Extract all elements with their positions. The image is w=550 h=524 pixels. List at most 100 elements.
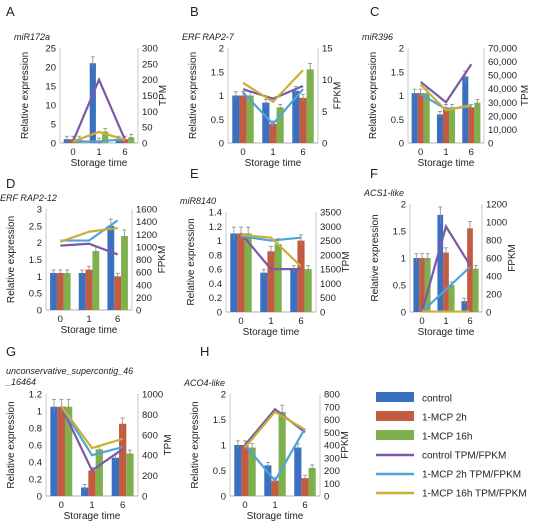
x-tick-label: 0 <box>240 147 245 158</box>
y2-tick-label: 300 <box>142 44 158 55</box>
y2-tick-label: 5 <box>322 107 327 118</box>
y2-tick-label: 400 <box>486 272 502 283</box>
panel-letter: F <box>370 166 378 181</box>
y2-tick-label: 200 <box>142 471 158 482</box>
x-axis-title: Storage time <box>64 511 121 522</box>
x-axis-title: Storage time <box>243 327 300 338</box>
legend-label: 1-MCP 16h <box>422 432 472 443</box>
gene-title: miR172a <box>14 32 50 42</box>
line-control_line <box>71 76 127 142</box>
y2-tick-label: 1500 <box>320 265 341 276</box>
bar-control-6 <box>461 301 468 312</box>
y-tick-label: 0 <box>51 139 56 150</box>
bar-mcp2-6 <box>299 97 307 143</box>
y2-tick-label: 300 <box>324 453 340 464</box>
bar-mcp2-6 <box>468 107 475 143</box>
bar-mcp16-0 <box>64 406 73 496</box>
x-tick-label: 6 <box>467 316 472 327</box>
y-tick-label: 25 <box>45 44 56 55</box>
y-tick-label: 1.2 <box>209 222 222 233</box>
y2-tick-label: 800 <box>136 255 152 266</box>
x-tick-label: 6 <box>122 147 127 158</box>
bar-control-6 <box>107 225 115 310</box>
y2-tick-label: 1000 <box>136 242 157 253</box>
legend-item-control_line: control TPM/FPKM <box>376 451 506 462</box>
bar-mcp16-1 <box>276 107 284 143</box>
line-control_line <box>419 63 473 104</box>
bar-mcp16-6 <box>126 453 134 496</box>
y2-tick-label: 500 <box>320 293 336 304</box>
bar-control-1 <box>436 114 443 143</box>
bar-mcp16-6 <box>121 235 128 310</box>
y2-tick-label: 15 <box>322 44 333 55</box>
legend-swatch <box>376 392 414 402</box>
y2-tick-label: 1000 <box>320 279 341 290</box>
legend-label: 1-MCP 16h TPM/FPKM <box>422 489 527 500</box>
y-tick-label: 1 <box>221 441 226 452</box>
line-mcp16_line <box>59 226 118 243</box>
y2-tick-label: 10,000 <box>488 125 517 136</box>
y-tick-label: 0.8 <box>209 250 222 261</box>
y2-tick-label: 400 <box>324 441 340 452</box>
y-tick-label: 0.5 <box>29 289 42 300</box>
y2-tick-label: 2500 <box>320 236 341 247</box>
y-tick-label: 0.8 <box>29 424 42 435</box>
y-tick-label: 2 <box>37 238 42 249</box>
y2-tick-label: 0 <box>324 492 329 503</box>
y2-tick-label: 400 <box>136 280 152 291</box>
line-mcp2_line <box>73 138 126 143</box>
y2-tick-label: 600 <box>136 268 152 279</box>
x-tick-label: 1 <box>443 316 448 327</box>
line-mcp16_line <box>240 233 302 268</box>
bar-mcp16-6 <box>304 269 312 312</box>
bar-mcp2-1 <box>88 470 96 496</box>
y2-tick-label: 1200 <box>136 230 157 241</box>
chart-panel-f: F ACS1-like 0 0.5 1 1.5 2 0 200 400 600 800 1000 1200… <box>363 166 518 338</box>
y-tick-label: 1 <box>399 91 404 102</box>
line-mcp2_line <box>240 235 302 242</box>
line-mcp16_line <box>242 69 304 104</box>
y2-axis-title: FPKM <box>157 246 168 274</box>
y-tick-label: 15 <box>45 82 56 93</box>
gene-title: ERF RAP2-7 <box>182 32 235 42</box>
bar-mcp16-0 <box>423 93 430 143</box>
panel-letter: A <box>6 4 15 19</box>
y-tick-label: 2 <box>401 200 406 211</box>
panel-letter: B <box>190 4 199 19</box>
y2-axis-title: TPM <box>341 251 352 272</box>
y2-tick-label: 600 <box>142 430 158 441</box>
bar-control-0 <box>411 93 418 143</box>
bar-mcp16-1 <box>278 411 286 496</box>
y-axis-title: Relative expression <box>368 52 379 139</box>
x-axis-title: Storage time <box>245 158 302 169</box>
y-tick-label: 2 <box>399 44 404 55</box>
legend-label: 1-MCP 2h TPM/FPKM <box>422 470 521 481</box>
gene-title: ACS1-like <box>363 188 404 198</box>
bar-mcp16-1 <box>92 251 100 310</box>
panel-letter: G <box>6 344 16 359</box>
y-axis-title: Relative expression <box>190 401 201 488</box>
line-mcp2_line <box>244 427 306 483</box>
x-tick-label: 0 <box>70 147 75 158</box>
y2-tick-label: 0 <box>320 308 325 319</box>
y-tick-label: 0 <box>37 306 42 317</box>
y-axis-title: Relative expression <box>188 52 199 139</box>
y-tick-label: 2 <box>219 44 224 55</box>
y-axis-title: Relative expression <box>186 218 197 305</box>
x-axis-title: Storage time <box>418 158 475 169</box>
bar-mcp2-6 <box>119 423 127 496</box>
bar-mcp16-1 <box>449 107 456 143</box>
y2-axis-title: TPM <box>158 85 169 106</box>
bar-control-6 <box>294 447 302 496</box>
y2-tick-label: 0 <box>142 492 147 503</box>
y2-tick-label: 800 <box>142 410 158 421</box>
bar-mcp16-0 <box>63 272 71 310</box>
bar-mcp2-0 <box>419 258 425 312</box>
line-mcp2_line <box>60 219 119 242</box>
panel-letter: H <box>200 344 209 359</box>
x-axis-title: Storage time <box>71 158 128 169</box>
bar-mcp2-1 <box>85 269 93 310</box>
